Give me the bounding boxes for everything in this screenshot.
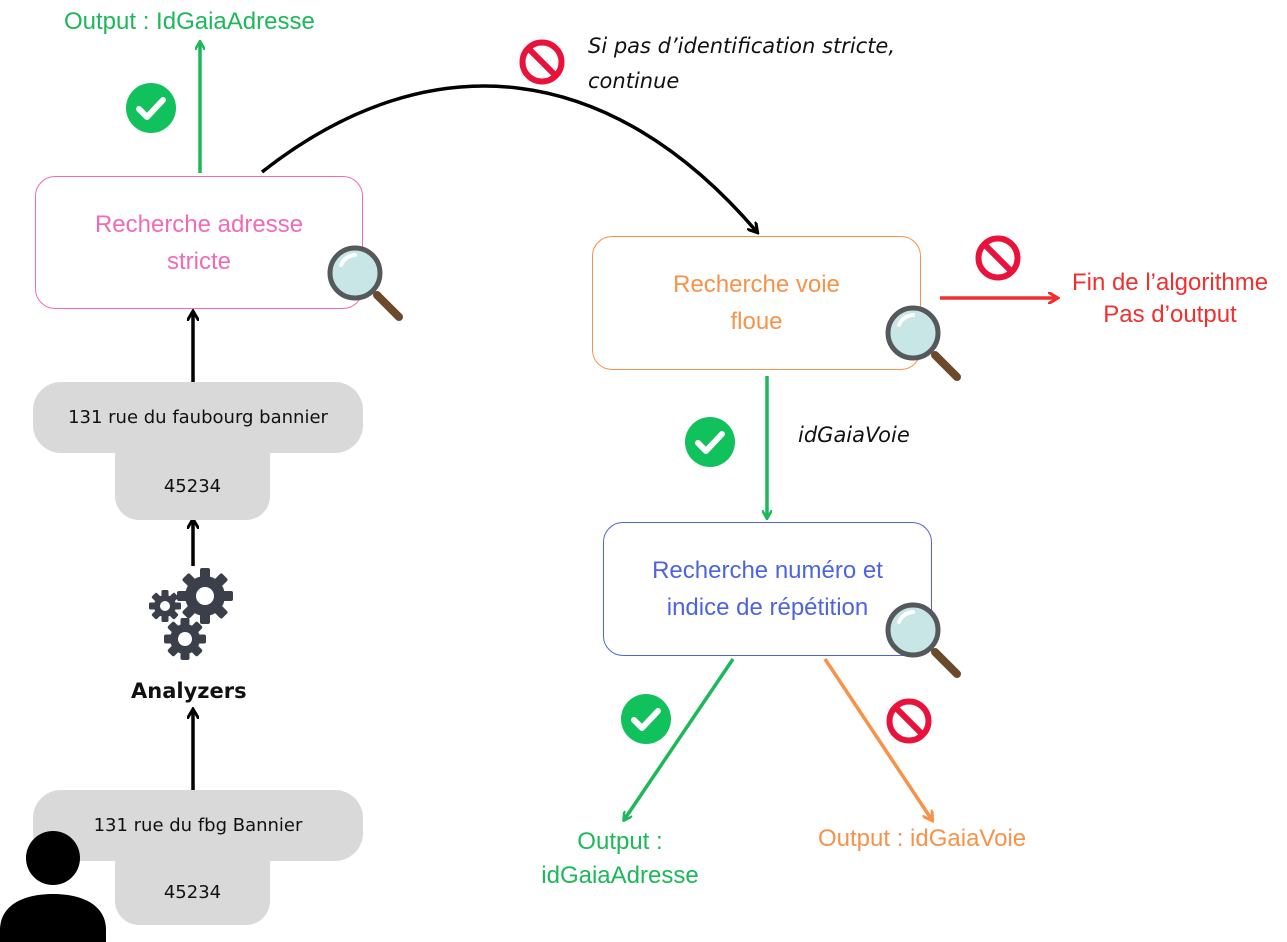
analyzers-label: Analyzers xyxy=(131,679,247,703)
raw-zip-text: 45234 xyxy=(163,882,222,903)
check-icon xyxy=(126,83,176,133)
raw-zip-pill: 45234 xyxy=(115,860,270,925)
check-icon xyxy=(621,694,671,744)
parsed-zip-text: 45234 xyxy=(163,475,222,497)
output-voie-label: Output : idGaiaVoie xyxy=(818,825,1027,852)
number-search-box: Recherche numéro et indice de répétition xyxy=(603,522,932,656)
arrow-number-to-adresse xyxy=(624,658,735,820)
magnifier-icon xyxy=(885,305,961,381)
parsed-street-text: 131 rue du faubourg bannier xyxy=(68,407,328,428)
forbidden-icon xyxy=(975,235,1021,281)
raw-street-pill: 131 rue du fbg Bannier xyxy=(33,790,363,861)
raw-street-text: 131 rue du fbg Bannier xyxy=(93,815,303,836)
output-adresse-label: Output : idGaiaAdresse xyxy=(541,828,699,889)
end-algorithm-label: Fin de l’algorithme Pas d’output xyxy=(1071,269,1269,328)
forbidden-icon xyxy=(519,39,565,85)
parsed-street-pill: 131 rue du faubourg bannier xyxy=(33,382,363,453)
strict-search-box: Recherche adresse stricte xyxy=(35,176,363,309)
user-icon xyxy=(0,831,106,942)
number-search-label: Recherche numéro et indice de répétition xyxy=(652,557,883,621)
no-strict-note: Si pas d’identification stricte, continu… xyxy=(588,34,896,93)
magnifier-icon xyxy=(885,602,961,678)
gears-icon xyxy=(149,568,233,660)
magnifier-icon xyxy=(327,245,403,321)
parsed-zip-pill: 45234 xyxy=(115,452,270,520)
fuzzy-street-box: Recherche voie floue xyxy=(592,236,921,370)
arrow-strict-to-fuzzy xyxy=(260,84,757,232)
check-icon xyxy=(685,417,735,467)
output-strict-label: Output : IdGaiaAdresse xyxy=(64,8,315,35)
fuzzy-street-label: Recherche voie floue xyxy=(673,271,840,335)
strict-search-label: Recherche adresse stricte xyxy=(94,210,304,275)
forbidden-icon xyxy=(886,698,932,744)
id-voie-label: idGaiaVoie xyxy=(798,423,910,447)
arrow-number-to-voie xyxy=(823,658,932,820)
